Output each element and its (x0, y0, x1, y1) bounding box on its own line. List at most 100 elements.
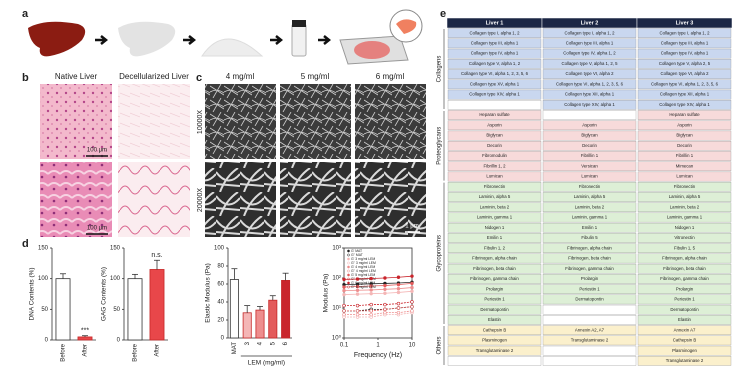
y-tick-label: 60 (217, 282, 224, 288)
x-tick-label: After (83, 344, 89, 357)
cell (447, 233, 542, 243)
cell-text: Laminin, beta 2 (480, 204, 510, 209)
cell-text: Laminin, alpha 5 (574, 194, 606, 199)
point (396, 282, 401, 287)
cell (542, 325, 637, 335)
series-line (344, 306, 413, 312)
cell-text: Laminin, gamma 1 (477, 215, 513, 220)
cell (447, 130, 542, 141)
bar (255, 309, 265, 339)
sem-image (280, 162, 351, 237)
x-tick-label: 4 (258, 341, 264, 345)
cell-text: Laminin, beta 2 (575, 204, 605, 209)
legend-label: G'' 3 mg/ml LEM (351, 261, 376, 265)
cell-text: Collagen type VI, alpha 1, 2, 3, 5, 6 (556, 81, 624, 86)
group-label: Proteoglycans (437, 127, 443, 165)
cell (542, 222, 637, 233)
cell (447, 294, 542, 305)
legend-label: G' 4 mg/ml LEM (351, 265, 375, 269)
y-tick-label: 20 (217, 318, 224, 324)
point (355, 303, 360, 308)
legend-marker (347, 281, 350, 285)
cell-text: Heparan sulfate (479, 112, 510, 117)
point (342, 309, 346, 313)
cell-text: Fibrinogen, gamma chain (660, 276, 709, 281)
cell (447, 212, 542, 223)
cell (542, 253, 637, 264)
column-title: Decellularized Liver (119, 72, 189, 81)
y-tick-label: 50 (41, 307, 48, 313)
series-line (343, 290, 413, 295)
cell-text: Asporin (487, 122, 502, 127)
column-title: 4 mg/ml (226, 72, 255, 81)
y-tick-label: 150 (110, 246, 121, 252)
row-title: 10000X (197, 110, 204, 134)
group-label: Others (437, 337, 443, 355)
cell-text: Vitronectin (674, 235, 695, 240)
point (342, 303, 346, 308)
cell-text: Biglycan (486, 133, 503, 138)
cell-text: Collagen type XII, alpha 1 (565, 92, 615, 97)
cell (637, 202, 732, 213)
cell-text: Collagen type I, alpha 1, 2 (660, 30, 711, 35)
point (410, 289, 414, 294)
y-axis-label: DNA Contents (%) (29, 267, 36, 320)
y-axis-label: GAG Contents (%) (101, 267, 108, 321)
cell-text: Decorin (677, 143, 692, 148)
cell (637, 89, 732, 100)
y-tick-label: 100 (110, 276, 121, 282)
y-tick-label: 0 (45, 338, 49, 344)
cell (542, 181, 637, 192)
point (383, 291, 387, 295)
cell (637, 345, 732, 356)
cell (542, 171, 637, 182)
panel-label: d (22, 238, 29, 250)
cell (637, 79, 732, 90)
point (342, 285, 346, 289)
y-tick-label: 10² (332, 276, 341, 282)
cell-text: Fibrinogen, gamma chain (470, 276, 519, 281)
cell-text: Versican (581, 163, 598, 168)
cell-text: Collagen type I, alpha 1, 2 (565, 30, 616, 35)
x-axis-label: Frequency (Hz) (354, 352, 402, 359)
cell (447, 335, 542, 346)
cell-text: Collagen type XII, alpha 1 (660, 92, 710, 97)
cell (542, 120, 637, 131)
group-label: Glycoproteins (437, 235, 443, 272)
cell (447, 284, 542, 294)
cell-text: Collagen type VI, alpha 2 (660, 71, 709, 76)
sem-image (355, 162, 426, 237)
series-line (344, 301, 413, 307)
point (410, 309, 414, 313)
point (355, 284, 360, 289)
cell (447, 263, 542, 274)
cell-text: Fibulin 1, 5 (674, 245, 696, 250)
cell-text: Fibronectin (484, 184, 506, 189)
point (383, 287, 387, 292)
cell (637, 233, 732, 243)
cell (542, 284, 637, 294)
y-axis-label: Elastic Modulus (Pa) (205, 263, 212, 323)
point (355, 312, 360, 317)
cell (542, 294, 637, 305)
cell-text: Collagen type XIV, alpha 1 (659, 102, 710, 107)
legend-label: G'' MAT (351, 253, 363, 257)
cell (542, 110, 637, 120)
column-title: Native Liver (55, 72, 98, 81)
point (369, 312, 373, 317)
x-tick-label: 6 (283, 341, 289, 345)
point (410, 281, 414, 286)
cell (637, 48, 732, 59)
cell-text: Fibrillin 1, 2 (484, 163, 507, 168)
cell-text: Fibrinogen, alpha chain (567, 245, 612, 250)
cell (637, 325, 732, 335)
y-tick-label: 100 (38, 276, 49, 282)
y-axis-label: Modulus (Pa) (323, 274, 330, 313)
point (355, 292, 360, 296)
cell (542, 304, 637, 315)
cell (447, 161, 542, 172)
cell (447, 325, 542, 335)
cell-text: Annexin A7 (674, 327, 696, 332)
cell (447, 79, 542, 90)
cell (637, 284, 732, 294)
